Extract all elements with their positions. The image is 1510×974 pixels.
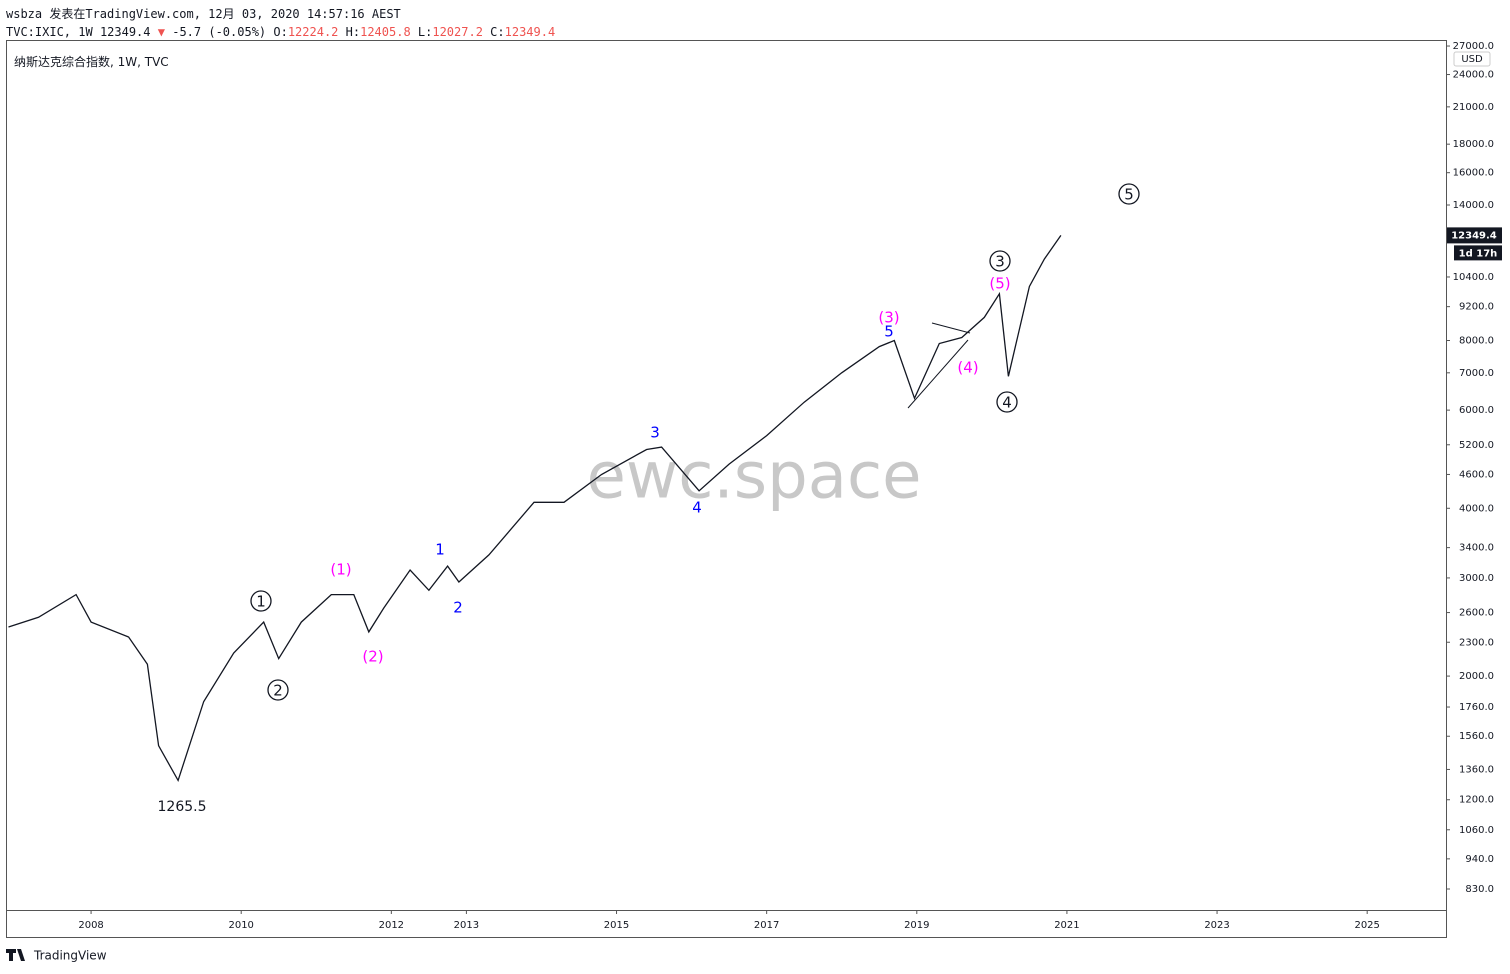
h-label: H: xyxy=(345,25,361,39)
wave-circle xyxy=(989,250,1011,272)
x-tick-label: 2013 xyxy=(454,920,479,931)
brand: TradingView xyxy=(33,949,107,963)
wave-label: 5 xyxy=(1124,186,1134,204)
currency-box xyxy=(1453,51,1491,67)
y-tick-label: 24000.0 xyxy=(1453,70,1494,81)
y-tick-label: 1060.0 xyxy=(1459,825,1494,836)
change: -5.7 (-0.05%) xyxy=(172,25,267,39)
y-tick-label: 6000.0 xyxy=(1459,405,1494,416)
chart-title: 纳斯达克综合指数, 1W, TVC xyxy=(14,54,169,69)
wave-label: (2) xyxy=(362,648,383,666)
symbol: TVC:IXIC, 1W xyxy=(6,25,93,39)
trendline xyxy=(907,339,969,409)
y-tick-label: 8000.0 xyxy=(1459,335,1494,346)
wave-label: (1) xyxy=(330,561,351,579)
arrow: ▼ xyxy=(157,25,165,39)
c-label: C: xyxy=(490,25,505,39)
x-tick-label: 2010 xyxy=(228,920,253,931)
trendline xyxy=(931,322,971,334)
price-tag-label: 12349.4 xyxy=(1451,230,1497,241)
wave-label: 4 xyxy=(692,499,702,517)
wave-circle xyxy=(250,590,272,612)
c-value: 12349.4 xyxy=(504,25,556,39)
l-value: 12027.2 xyxy=(432,25,483,39)
y-tick-label: 3000.0 xyxy=(1459,573,1494,584)
header: wsbza 发表在TradingView.com, 12月 03, 2020 1… xyxy=(6,5,555,41)
y-tick-label: 7000.0 xyxy=(1459,368,1494,379)
wave-label: (5) xyxy=(989,275,1010,293)
brand-logo xyxy=(6,949,25,961)
y-tick-label: 14000.0 xyxy=(1453,200,1494,211)
wave-label: 3 xyxy=(995,253,1005,271)
wave-label: 5 xyxy=(884,323,894,341)
x-tick-label: 2021 xyxy=(1054,920,1079,931)
x-tick-label: 2017 xyxy=(754,920,779,931)
x-axis-frame xyxy=(6,910,1447,938)
wave-label: (4) xyxy=(957,359,978,377)
x-tick-label: 2019 xyxy=(904,920,929,931)
x-tick-label: 2015 xyxy=(604,920,629,931)
y-tick-label: 9200.0 xyxy=(1459,302,1494,313)
price-line xyxy=(8,235,1062,783)
price-tag xyxy=(1447,227,1502,244)
y-tick-label: 2600.0 xyxy=(1459,608,1494,619)
low-label: 1265.5 xyxy=(158,799,207,815)
y-tick-label: 27000.0 xyxy=(1453,41,1494,52)
y-tick-label: 10400.0 xyxy=(1453,272,1494,283)
y-tick-label: 16000.0 xyxy=(1453,168,1494,179)
y-tick-label: 1200.0 xyxy=(1459,795,1494,806)
wave-label: 4 xyxy=(1002,394,1012,412)
wave-label: 3 xyxy=(650,424,660,442)
publish-line: wsbza 发表在TradingView.com, 12月 03, 2020 1… xyxy=(6,7,401,21)
wave-label: 2 xyxy=(453,599,463,617)
currency: USD xyxy=(1461,54,1483,65)
watermark: ewc.space xyxy=(587,440,922,514)
x-tick-label: 2012 xyxy=(379,920,404,931)
o-value: 12224.2 xyxy=(287,25,339,39)
y-tick-label: 2300.0 xyxy=(1459,637,1494,648)
h-value: 12405.8 xyxy=(360,25,411,39)
wave-label: 2 xyxy=(273,682,283,700)
wave-label: 1 xyxy=(256,593,266,611)
y-tick-label: 940.0 xyxy=(1465,854,1494,865)
y-tick-label: 2000.0 xyxy=(1459,671,1494,682)
y-tick-label: 18000.0 xyxy=(1453,139,1494,150)
y-tick-label: 1760.0 xyxy=(1459,702,1494,713)
wave-circle xyxy=(267,679,289,701)
x-tick-label: 2023 xyxy=(1204,920,1229,931)
footer: TradingView xyxy=(6,949,107,963)
y-tick-label: 1360.0 xyxy=(1459,764,1494,775)
y-tick-label: 830.0 xyxy=(1465,884,1494,895)
y-tick-label: 21000.0 xyxy=(1453,102,1494,113)
wave-circle xyxy=(996,391,1018,413)
y-tick-label: 4600.0 xyxy=(1459,469,1494,480)
last: 12349.4 xyxy=(99,25,151,39)
l-label: L: xyxy=(417,25,433,39)
y-tick-label: 5200.0 xyxy=(1459,440,1494,451)
countdown-tag xyxy=(1454,245,1502,261)
ohlc-line: TVC:IXIC, 1W 12349.4 ▼ -5.7 (-0.05%) O:1… xyxy=(6,23,555,41)
y-tick-label: 3400.0 xyxy=(1459,543,1494,554)
countdown: 1d 17h xyxy=(1459,248,1498,259)
wave-label: (3) xyxy=(878,309,899,327)
x-tick-label: 2008 xyxy=(78,920,103,931)
y-tick-label: 4000.0 xyxy=(1459,503,1494,514)
wave-circle xyxy=(1118,183,1140,205)
o-label: O: xyxy=(273,25,288,39)
y-tick-label: 1560.0 xyxy=(1459,731,1494,742)
wave-label: 1 xyxy=(435,541,445,559)
x-tick-label: 2025 xyxy=(1354,920,1379,931)
